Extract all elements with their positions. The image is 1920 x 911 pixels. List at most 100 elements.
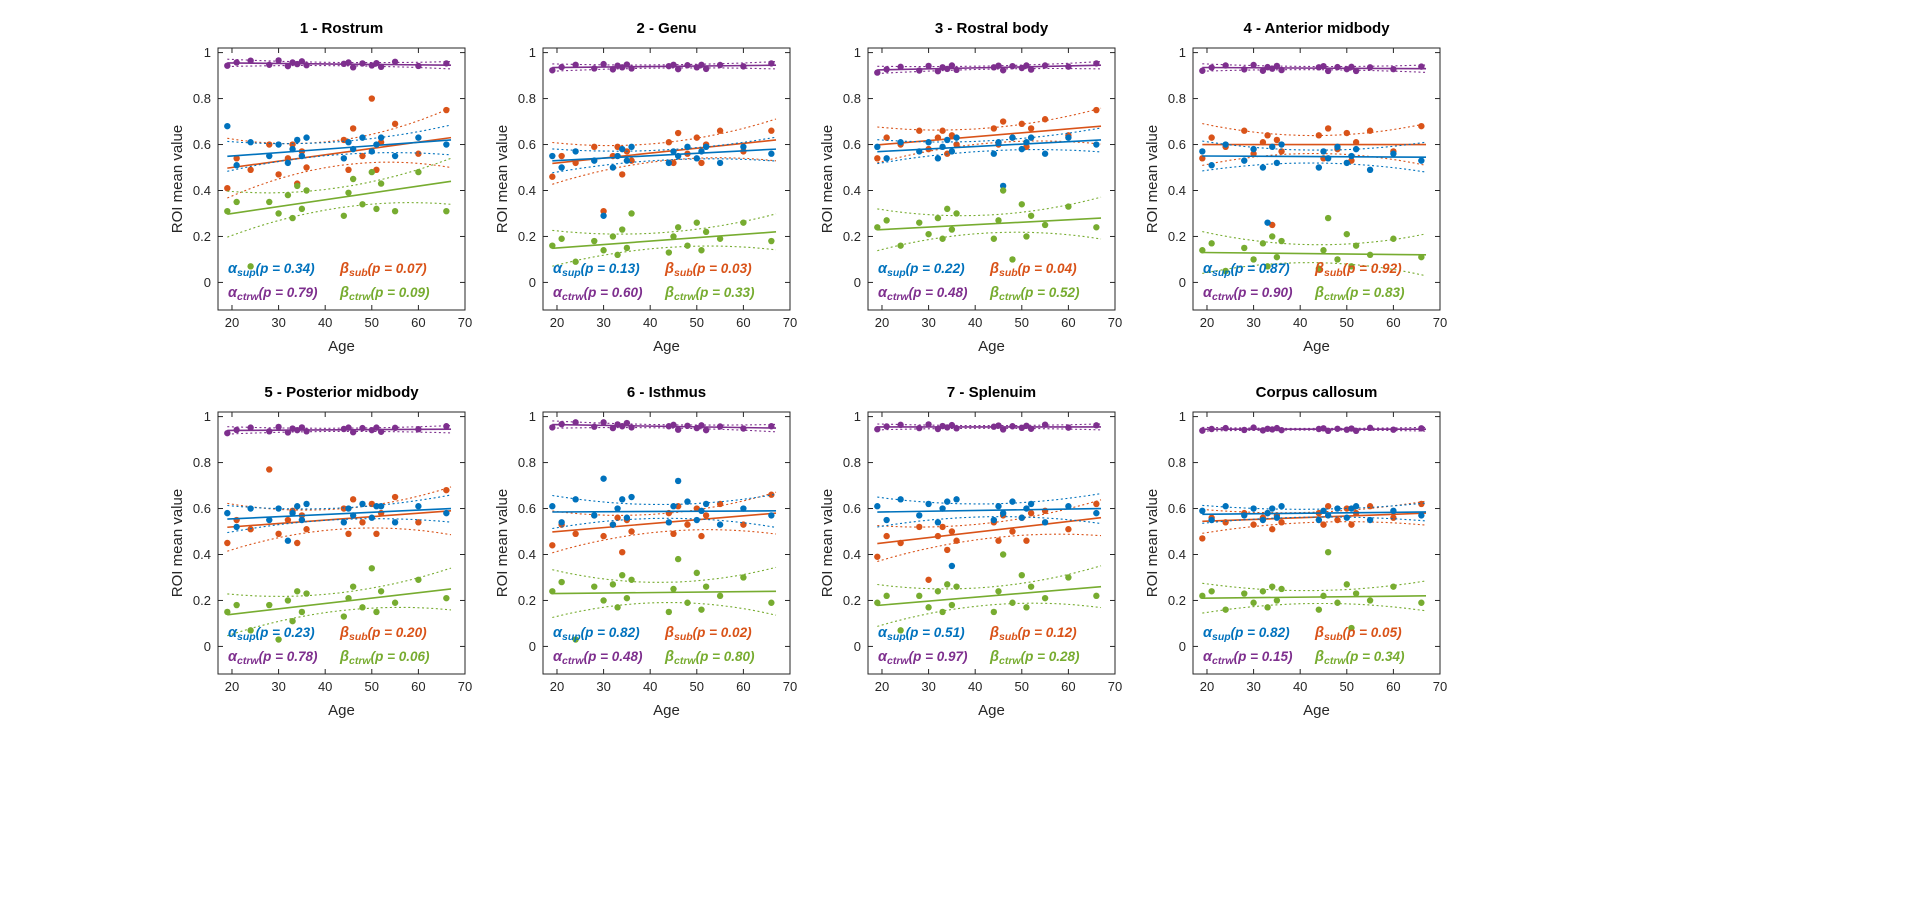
- y-tick-label: 1: [204, 409, 211, 424]
- scatter-point: [1324, 503, 1332, 510]
- scatter-point: [916, 148, 923, 155]
- scatter-point: [674, 65, 682, 73]
- scatter-point: [377, 180, 385, 187]
- scatter-point: [391, 424, 399, 432]
- scatter-point: [247, 263, 254, 270]
- scatter-point: [925, 230, 932, 238]
- scatter-point: [1259, 67, 1267, 74]
- x-tick-label: 30: [596, 679, 610, 694]
- x-axis-label: Age: [328, 702, 355, 719]
- scatter-point: [665, 249, 673, 256]
- scatter-point: [359, 152, 366, 160]
- scatter-point: [684, 242, 691, 249]
- scatter-point: [247, 424, 254, 431]
- scatter-point: [990, 608, 998, 616]
- scatter-point: [1418, 425, 1425, 432]
- scatter-point: [349, 175, 357, 183]
- scatter-point: [572, 530, 579, 538]
- scatter-point: [549, 67, 556, 74]
- scatter-point: [693, 516, 700, 524]
- subplot-canvas: 20 30 40 50 60 70 0 0.2 0.4 0.6 0.8 1 5 - Posterior …: [169, 384, 472, 719]
- scatter-point: [224, 509, 231, 517]
- scatter-point: [1027, 125, 1035, 132]
- x-axis-label: Age: [328, 338, 355, 355]
- series-alpha_sup: [549, 136, 777, 219]
- ci-lower-line: [227, 202, 452, 238]
- scatter-point: [619, 423, 626, 430]
- series-beta_sub: [1199, 122, 1427, 229]
- x-tick-label: 60: [736, 679, 750, 694]
- scatter-point: [298, 58, 306, 65]
- legend-entry-alpha_sup: αsup(p = 0.22): [878, 261, 965, 279]
- scatter-point: [1343, 129, 1350, 137]
- y-tick-label: 1: [204, 45, 211, 60]
- legend-entry-beta_sub: βsub(p = 0.20): [339, 625, 427, 643]
- scatter-point: [1278, 585, 1285, 593]
- y-tick-label: 0.2: [518, 593, 536, 608]
- subplot-canvas: 20 30 40 50 60 70 0 0.2 0.4 0.6 0.8 1 6 - Isthmus Age…: [494, 384, 797, 719]
- scatter-point: [1093, 141, 1100, 148]
- scatter-point: [377, 134, 385, 141]
- y-tick-label: 0.4: [843, 183, 861, 198]
- scatter-point: [1418, 63, 1425, 70]
- scatter-point: [1222, 267, 1229, 275]
- scatter-point: [284, 429, 292, 436]
- scatter-point: [990, 235, 998, 242]
- axes-box: [867, 411, 1116, 675]
- scatter-point: [670, 159, 677, 167]
- scatter-point: [275, 423, 282, 431]
- scatter-point: [368, 565, 375, 572]
- scatter-point: [619, 571, 626, 579]
- scatter-point: [1259, 516, 1267, 524]
- scatter-point: [670, 148, 677, 155]
- scatter-point: [925, 421, 932, 428]
- scatter-point: [925, 139, 932, 146]
- scatter-point: [275, 210, 282, 217]
- scatter-point: [558, 63, 565, 71]
- scatter-point: [289, 214, 296, 222]
- scatter-point: [939, 143, 946, 151]
- fit-line: [552, 423, 777, 429]
- scatter-point: [600, 207, 607, 215]
- scatter-point: [1273, 62, 1281, 70]
- scatter-point: [702, 500, 710, 508]
- ci-upper-line: [552, 566, 777, 583]
- scatter-point: [266, 141, 273, 148]
- series-alpha_ctrw: [874, 421, 1102, 433]
- ci-upper-line: [227, 124, 452, 145]
- scatter-point: [948, 528, 956, 535]
- scatter-point: [874, 503, 881, 510]
- scatter-point: [373, 424, 380, 431]
- scatter-point: [944, 65, 951, 73]
- scatter-point: [233, 162, 240, 169]
- ci-upper-line: [552, 136, 777, 152]
- scatter-point: [224, 207, 231, 215]
- scatter-point: [1348, 63, 1355, 71]
- scatter-point: [916, 127, 923, 134]
- scatter-point: [684, 498, 691, 505]
- subplot-title: 3 - Rostral body: [935, 20, 1049, 37]
- scatter-point: [549, 503, 556, 510]
- scatter-point: [349, 429, 357, 436]
- scatter-point: [1065, 203, 1072, 210]
- scatter-point: [628, 424, 635, 431]
- scatter-point: [740, 143, 747, 151]
- scatter-point: [1320, 247, 1327, 254]
- scatter-point: [558, 578, 565, 586]
- scatter-point: [999, 551, 1007, 558]
- scatter-point: [897, 627, 904, 634]
- fit-line: [877, 585, 1102, 607]
- ci-upper-line: [227, 425, 452, 429]
- scatter-point: [619, 145, 626, 153]
- fit-line: [877, 64, 1102, 71]
- scatter-point: [1324, 125, 1332, 132]
- scatter-point: [1366, 424, 1374, 432]
- scatter-point: [1269, 143, 1276, 151]
- ci-upper-line: [552, 213, 777, 235]
- scatter-point: [874, 69, 881, 76]
- scatter-point: [1390, 507, 1397, 515]
- scatter-point: [284, 597, 292, 604]
- x-tick-label: 40: [318, 315, 332, 330]
- scatter-point: [275, 171, 282, 178]
- scatter-point: [368, 148, 375, 155]
